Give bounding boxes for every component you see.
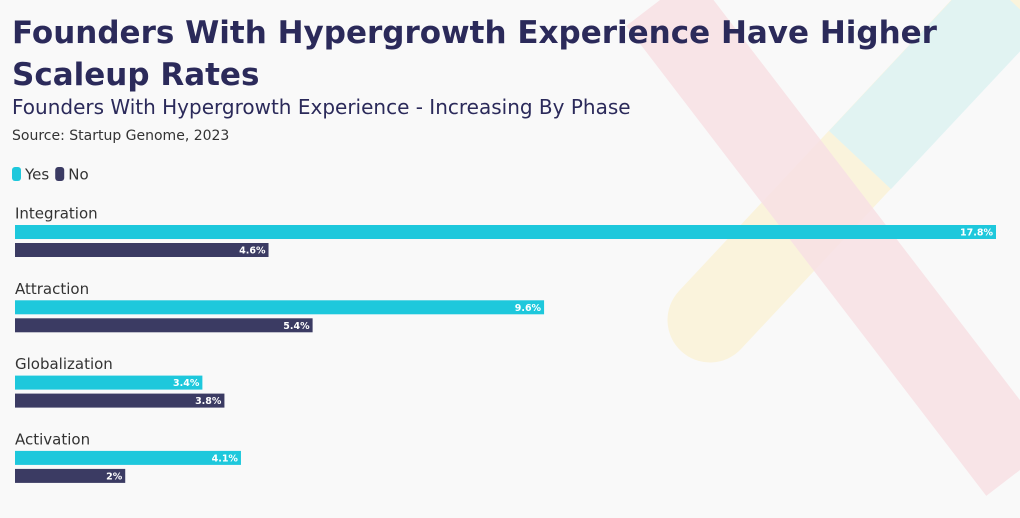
value-label: 3.4% xyxy=(173,378,200,389)
value-label: 4.1% xyxy=(212,453,239,464)
legend-label: No xyxy=(68,166,88,184)
bar xyxy=(15,450,241,465)
category-label: Activation xyxy=(15,430,90,448)
legend-swatch xyxy=(55,167,65,181)
value-label: 4.6% xyxy=(239,246,266,257)
source-note: Source: Startup Genome, 2023 xyxy=(12,128,230,144)
category-label: Attraction xyxy=(15,280,89,298)
value-label: 3.8% xyxy=(195,396,222,407)
value-label: 5.4% xyxy=(283,321,310,332)
bar xyxy=(15,318,313,333)
category-label: Integration xyxy=(15,205,98,223)
bar xyxy=(15,468,126,483)
value-label: 2% xyxy=(106,471,123,482)
legend-swatch xyxy=(12,167,21,181)
legend-label: Yes xyxy=(24,166,49,184)
bar xyxy=(15,393,225,408)
bar xyxy=(15,375,203,390)
bar xyxy=(15,225,996,239)
bar xyxy=(15,300,545,315)
category-label: Globalization xyxy=(15,355,113,373)
chart-subtitle: Founders With Hypergrowth Experience - I… xyxy=(12,95,631,119)
value-label: 9.6% xyxy=(515,303,542,314)
bar xyxy=(15,243,269,257)
value-label: 17.8% xyxy=(960,228,993,239)
chart-title: Founders With Hypergrowth Experience Hav… xyxy=(12,15,937,93)
